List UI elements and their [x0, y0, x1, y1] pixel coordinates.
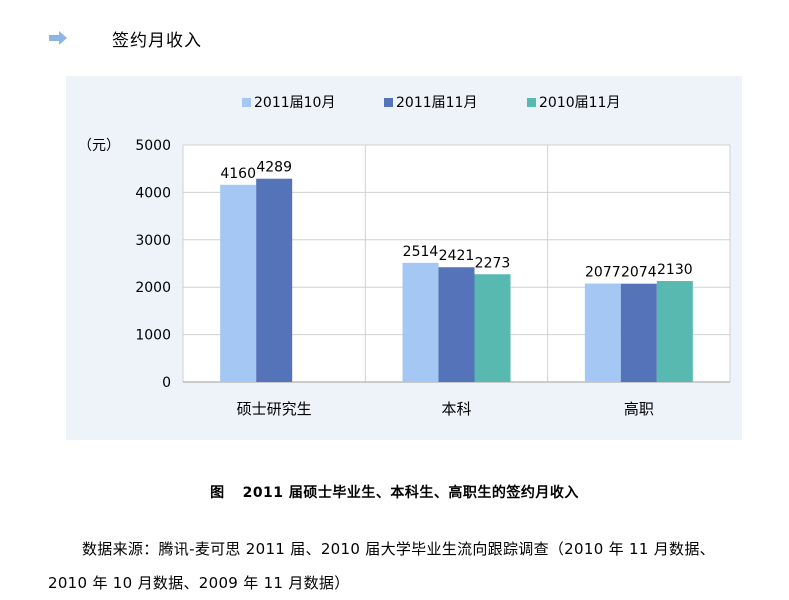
legend-label: 2011届10月: [254, 95, 335, 111]
bar-value-label: 2421: [439, 248, 475, 264]
bar-value-label: 4289: [256, 160, 292, 176]
y-tick-label: 0: [162, 375, 171, 391]
legend-label: 2010届11月: [539, 95, 620, 111]
data-source-text: 数据来源：腾讯-麦可思 2011 届、2010 届大学毕业生流向跟踪调查（201…: [48, 540, 715, 592]
y-unit-label: （元）: [78, 138, 120, 154]
arrow-right-icon: [49, 31, 67, 45]
figure-label: 图: [210, 485, 225, 501]
section-title: 签约月收入: [112, 31, 202, 51]
legend-swatch: [384, 98, 393, 107]
bar: [656, 281, 693, 382]
y-tick-label: 2000: [135, 280, 171, 296]
figure-caption: 图 2011 届硕士毕业生、本科生、高职生的签约月收入: [0, 482, 789, 502]
bar-value-label: 2273: [475, 255, 511, 271]
bar: [584, 283, 621, 382]
y-tick-label: 4000: [135, 185, 171, 201]
x-category-label: 本科: [441, 400, 471, 418]
legend-label: 2011届11月: [396, 95, 477, 111]
bar-value-label: 2074: [621, 265, 657, 281]
bar: [620, 283, 657, 382]
chart-panel: 0 1000 2000 3000 4000 5000 （元） 4160 4289 硕士研究生 251…: [66, 76, 742, 440]
y-tick-label: 3000: [135, 233, 171, 249]
bar-value-label: 2077: [585, 265, 621, 281]
data-source-note: 数据来源：腾讯-麦可思 2011 届、2010 届大学毕业生流向跟踪调查（201…: [48, 532, 748, 600]
y-tick-label: 1000: [135, 328, 171, 344]
y-tick-label: 5000: [135, 138, 171, 154]
bar-value-label: 2514: [403, 244, 439, 260]
bar: [402, 262, 439, 382]
legend-swatch: [527, 98, 536, 107]
figure-caption-text: 2011 届硕士毕业生、本科生、高职生的签约月收入: [242, 485, 579, 501]
bar: [438, 267, 475, 382]
bar: [220, 184, 257, 382]
bar-value-label: 2130: [657, 262, 693, 278]
legend-swatch: [242, 98, 251, 107]
bar-chart: 0 1000 2000 3000 4000 5000 （元） 4160 4289 硕士研究生 251…: [78, 95, 731, 418]
bar: [474, 274, 511, 382]
bar-value-label: 4160: [220, 166, 256, 182]
bar: [256, 178, 293, 382]
x-category-label: 高职: [624, 400, 654, 418]
section-header: [48, 24, 68, 52]
x-category-label: 硕士研究生: [237, 400, 312, 418]
